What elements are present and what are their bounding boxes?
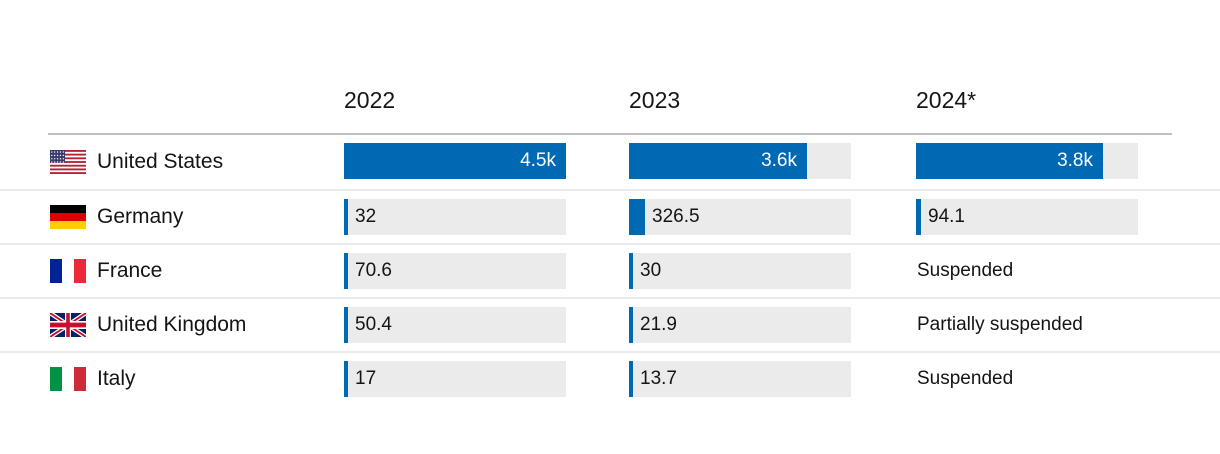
bar-track: 30 (629, 253, 851, 289)
bar-value: 3.6k (761, 150, 797, 171)
bar-value: 21.9 (640, 314, 677, 335)
country-cell: France (50, 245, 162, 297)
bar-track: 94.1 (916, 199, 1138, 235)
table-body: United States 4.5k 3.6k 3.8k Germany 32 … (0, 135, 1220, 405)
country-cell: Germany (50, 191, 183, 243)
bar-value: 32 (355, 206, 377, 227)
bar-track: 32 (344, 199, 566, 235)
table-row: Italy 17 13.7 Suspended (0, 351, 1220, 405)
bar-fill (629, 199, 645, 235)
flag-italy-icon (50, 367, 86, 391)
country-label: France (97, 259, 163, 282)
bar-track: 13.7 (629, 361, 851, 397)
year-header-2024: 2024* (916, 87, 977, 113)
bar-value: 326.5 (652, 206, 700, 227)
bar-fill (344, 199, 348, 235)
bar-track: 21.9 (629, 307, 851, 343)
status-label: Partially suspended (917, 314, 1083, 335)
country-cell: United Kingdom (50, 299, 246, 351)
flag-france-icon (50, 259, 86, 283)
bar-value: 13.7 (640, 368, 677, 389)
status-label: Suspended (917, 260, 1014, 281)
bar-track: 326.5 (629, 199, 851, 235)
bar-fill: 3.6k (629, 143, 807, 179)
table-row: United Kingdom 50.4 21.9 Partially suspe… (0, 297, 1220, 351)
bar-fill (916, 199, 921, 235)
bar-track: 3.6k (629, 143, 851, 179)
bar-value: 70.6 (355, 260, 392, 281)
bar-fill: 3.8k (916, 143, 1103, 179)
country-cell: United States (50, 135, 223, 189)
year-header-2023: 2023 (629, 87, 681, 113)
bar-value: 94.1 (928, 206, 965, 227)
bar-track: 70.6 (344, 253, 566, 289)
country-cell: Italy (50, 353, 136, 405)
status-label: Suspended (917, 368, 1014, 389)
table-top-rule (48, 133, 1172, 135)
bar-fill (344, 307, 348, 343)
bar-value: 4.5k (520, 150, 556, 171)
country-label: Germany (97, 205, 184, 228)
bar-fill: 4.5k (344, 143, 566, 179)
table-row: United States 4.5k 3.6k 3.8k (0, 135, 1220, 189)
bar-fill (629, 361, 633, 397)
table-row: Germany 32 326.5 94.1 (0, 189, 1220, 243)
bar-fill (629, 307, 633, 343)
bar-track: 3.8k (916, 143, 1138, 179)
bar-fill (344, 253, 348, 289)
bar-track: 17 (344, 361, 566, 397)
flag-united-kingdom-icon (50, 313, 86, 337)
year-header-2022: 2022 (344, 87, 396, 113)
bar-fill (629, 253, 633, 289)
bar-value: 3.8k (1057, 150, 1093, 171)
bar-value: 30 (640, 260, 662, 281)
flag-germany-icon (50, 205, 86, 229)
bar-fill (344, 361, 348, 397)
country-label: United States (97, 150, 224, 173)
country-label: Italy (97, 367, 136, 390)
flag-united-states-icon (50, 150, 86, 174)
bar-value: 50.4 (355, 314, 392, 335)
bar-track: 50.4 (344, 307, 566, 343)
country-label: United Kingdom (97, 313, 247, 336)
table-row: France 70.6 30 Suspended (0, 243, 1220, 297)
bar-track: 4.5k (344, 143, 566, 179)
bar-value: 17 (355, 368, 377, 389)
